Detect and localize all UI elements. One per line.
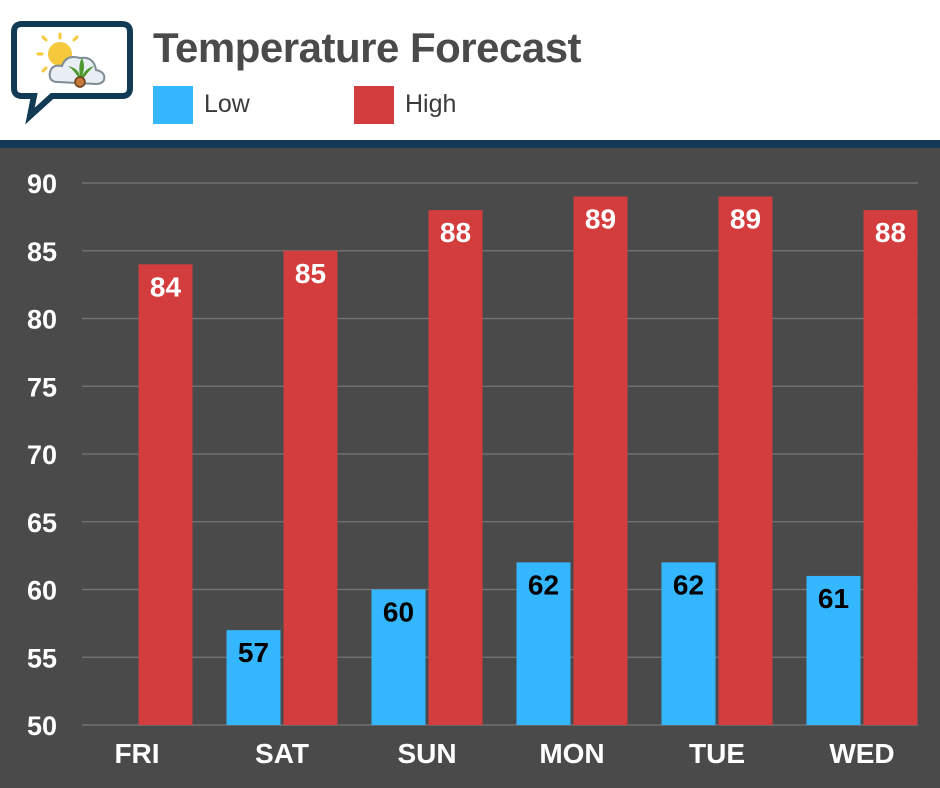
bar-high	[283, 250, 338, 725]
y-tick-label: 60	[27, 576, 57, 606]
y-tick-label: 80	[27, 305, 57, 335]
y-tick-label: 70	[27, 440, 57, 470]
y-tick-label: 75	[27, 372, 57, 402]
x-tick-label: MON	[539, 738, 604, 769]
legend-swatch-high	[354, 86, 394, 124]
bar-high	[573, 196, 628, 726]
y-tick-label: 65	[27, 508, 57, 538]
y-tick-label: 55	[27, 643, 57, 673]
weather-cannabis-logo-icon	[11, 21, 133, 125]
data-label-low: 60	[383, 597, 414, 628]
data-label-high: 89	[730, 204, 761, 235]
y-tick-label: 50	[27, 711, 57, 741]
bar-low	[806, 575, 861, 725]
data-label-high: 88	[875, 217, 906, 248]
header-divider	[0, 140, 940, 148]
legend-swatch-low	[153, 86, 193, 124]
bar-low	[226, 630, 281, 725]
x-tick-label: WED	[829, 738, 894, 769]
temperature-bar-chart: 50 55 60 65 70 75 80 85 90 FRI 84 SAT 57 85 SUN 60 88 MON…	[27, 169, 918, 769]
data-label-low: 62	[673, 569, 704, 600]
data-label-high: 84	[150, 271, 182, 302]
bar-low	[661, 562, 716, 725]
data-label-low: 57	[238, 637, 269, 668]
bar-high	[428, 210, 483, 726]
x-tick-label: SUN	[397, 738, 456, 769]
y-tick-label: 90	[27, 169, 57, 199]
chart-title: Temperature Forecast	[153, 24, 582, 71]
legend-label-low: Low	[204, 90, 250, 118]
bar-low	[371, 589, 426, 725]
data-label-high: 85	[295, 258, 326, 289]
legend-label-high: High	[405, 90, 457, 118]
data-label-high: 88	[440, 217, 471, 248]
bar-low	[516, 562, 571, 725]
x-tick-label: FRI	[114, 738, 159, 769]
data-label-low: 61	[818, 583, 849, 614]
x-tick-label: SAT	[255, 738, 309, 769]
bar-high	[138, 264, 193, 725]
data-label-high: 89	[585, 204, 616, 235]
header: Temperature Forecast Low High	[0, 0, 940, 140]
y-tick-label: 85	[27, 237, 57, 267]
bar-high	[863, 210, 918, 726]
x-tick-label: TUE	[689, 738, 745, 769]
bar-high	[718, 196, 773, 726]
data-label-low: 62	[528, 569, 559, 600]
